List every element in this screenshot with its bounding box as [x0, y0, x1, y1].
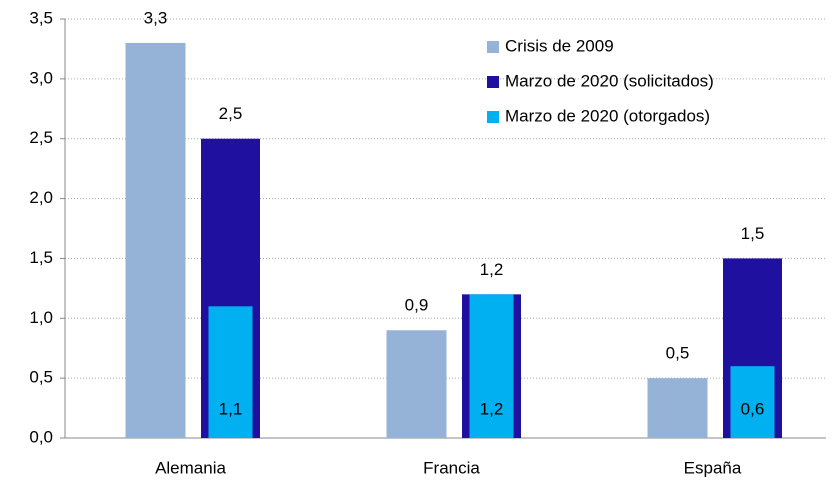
y-tick-label: 0,5: [29, 368, 53, 387]
legend-swatch: [487, 111, 499, 123]
data-label: 0,9: [405, 296, 429, 315]
data-label: 1,2: [480, 260, 504, 279]
legend-label: Crisis de 2009: [505, 36, 614, 55]
bar: [469, 294, 514, 438]
legend-label: Marzo de 2020 (solicitados): [505, 71, 714, 90]
data-label: 1,1: [219, 399, 243, 418]
bar: [208, 306, 253, 438]
data-label: 0,6: [741, 399, 765, 418]
y-tick-label: 1,5: [29, 248, 53, 267]
y-tick-label: 2,5: [29, 128, 53, 147]
legend-label: Marzo de 2020 (otorgados): [505, 106, 710, 125]
x-tick-label: España: [684, 458, 742, 477]
x-tick-label: Alemania: [155, 458, 226, 477]
legend-swatch: [487, 41, 499, 53]
bar: [386, 330, 447, 438]
legend-swatch: [487, 76, 499, 88]
data-label: 1,2: [480, 399, 504, 418]
y-tick-label: 3,5: [29, 8, 53, 27]
y-tick-label: 0,0: [29, 427, 53, 446]
data-label: 2,5: [219, 104, 243, 123]
bar: [647, 378, 708, 438]
x-tick-label: Francia: [423, 458, 480, 477]
y-tick-label: 3,0: [29, 68, 53, 87]
data-label: 1,5: [741, 224, 765, 243]
data-label: 0,5: [666, 344, 690, 363]
bar: [125, 42, 186, 438]
y-tick-label: 1,0: [29, 308, 53, 327]
y-tick-label: 2,0: [29, 188, 53, 207]
data-label: 3,3: [144, 8, 168, 27]
bar: [730, 366, 775, 438]
